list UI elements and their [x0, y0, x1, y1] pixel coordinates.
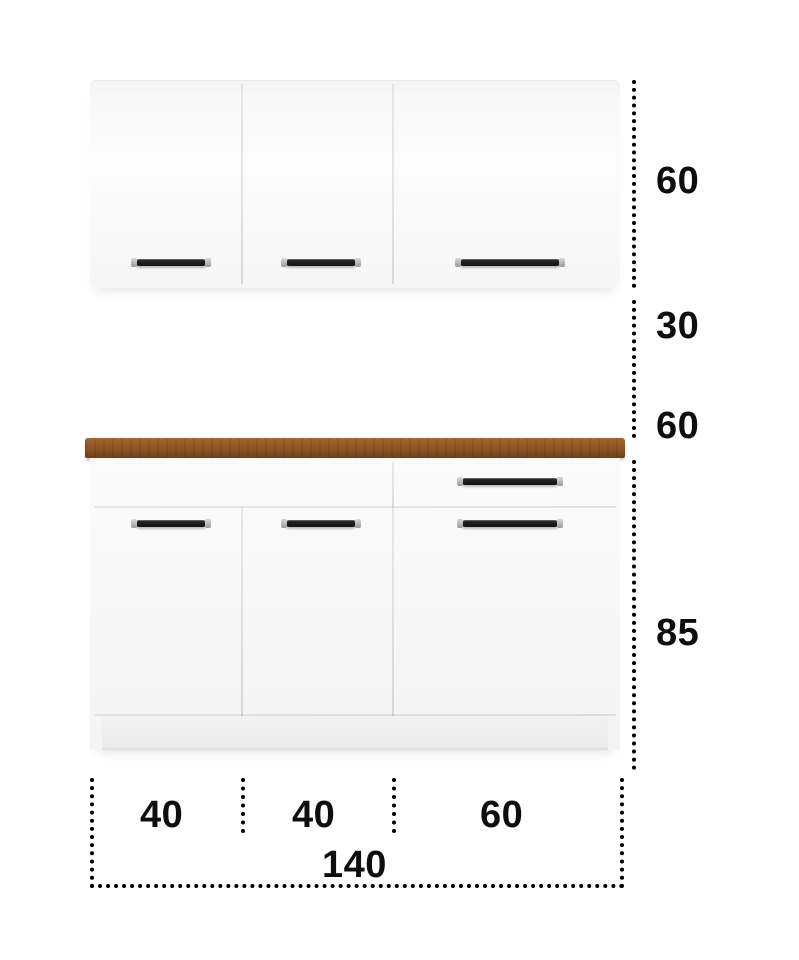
diagram-stage — [90, 80, 620, 750]
guide-x3 — [620, 778, 624, 888]
upper-seam-2 — [392, 84, 394, 284]
dim-gap: 30 — [656, 305, 699, 348]
doors-row — [90, 506, 620, 716]
door-handle-3 — [462, 520, 558, 527]
upper-cabinet-body — [90, 80, 620, 288]
guide-base-height — [632, 460, 636, 770]
guide-gap — [632, 300, 636, 438]
guide-x1 — [241, 778, 245, 833]
upper-handle-1 — [136, 259, 206, 266]
dim-upper-height: 60 — [656, 160, 699, 203]
dim-section3: 60 — [480, 794, 523, 837]
countertop — [85, 438, 625, 458]
upper-handle-3 — [460, 259, 560, 266]
door-handle-2 — [286, 520, 356, 527]
upper-handle-2 — [286, 259, 356, 266]
dim-counter-depth: 60 — [656, 405, 699, 448]
guide-x0 — [90, 778, 94, 888]
dim-base-height: 85 — [656, 612, 699, 655]
upper-cabinet — [90, 80, 620, 288]
drawer-handle — [462, 478, 558, 485]
dim-total-width: 140 — [322, 844, 387, 887]
door-handle-1 — [136, 520, 206, 527]
base-cabinet-wrap — [90, 438, 620, 750]
drawer-seam — [392, 462, 394, 506]
door-seam-2 — [392, 506, 394, 716]
dim-section1: 40 — [140, 794, 183, 837]
dim-section2: 40 — [292, 794, 335, 837]
guide-upper-height — [632, 80, 636, 288]
drawer-row — [90, 458, 620, 506]
base-cabinet — [90, 458, 620, 750]
plinth — [102, 716, 608, 750]
upper-seam-1 — [241, 84, 243, 284]
guide-x2 — [392, 778, 396, 833]
door-seam-1 — [241, 506, 243, 716]
